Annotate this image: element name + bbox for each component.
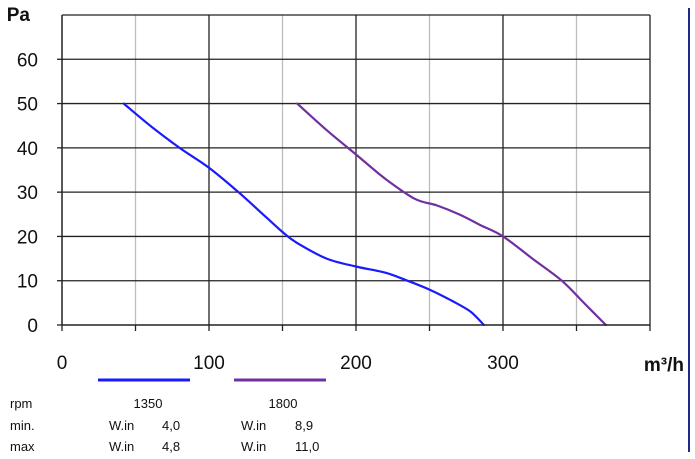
row-label-min: min. [10,418,35,433]
row-label-max: max [10,439,35,454]
min-label-1800: W.in [241,418,266,433]
x-tick-label: 0 [57,353,68,374]
rpm-value-1800: 1800 [269,396,298,411]
series-lines [122,102,607,327]
spec-table: rpm min. max 1350 W.in 4,0 W.in 4,8 1800… [10,396,319,454]
max-value-1350: 4,8 [162,439,180,454]
x-tick-label: 300 [487,353,519,374]
y-tick-label: 40 [17,139,38,160]
series-line-1350 [122,102,485,327]
row-label-rpm: rpm [10,396,32,411]
series-line-1800 [296,102,607,327]
max-label-1350: W.in [109,439,134,454]
y-tick-label: 50 [17,95,38,116]
max-label-1800: W.in [241,439,266,454]
min-label-1350: W.in [109,418,134,433]
min-value-1350: 4,0 [162,418,180,433]
y-tick-label: 20 [17,227,38,248]
y-tick-label: 60 [17,50,38,71]
max-value-1800: 11,0 [295,439,319,454]
x-axis-unit: m³/h [644,355,684,376]
axes: 0 10 20 30 40 50 60 0 100 200 300 [17,15,651,374]
min-value-1800: 8,9 [295,418,313,433]
y-tick-label: 10 [17,272,38,293]
rpm-value-1350: 1350 [134,396,163,411]
y-axis-unit: Pa [7,5,31,26]
y-tick-label: 30 [17,183,38,204]
grid [62,14,651,325]
x-tick-label: 200 [340,353,372,374]
x-tick-label: 100 [193,353,225,374]
y-tick-label: 0 [27,316,38,337]
